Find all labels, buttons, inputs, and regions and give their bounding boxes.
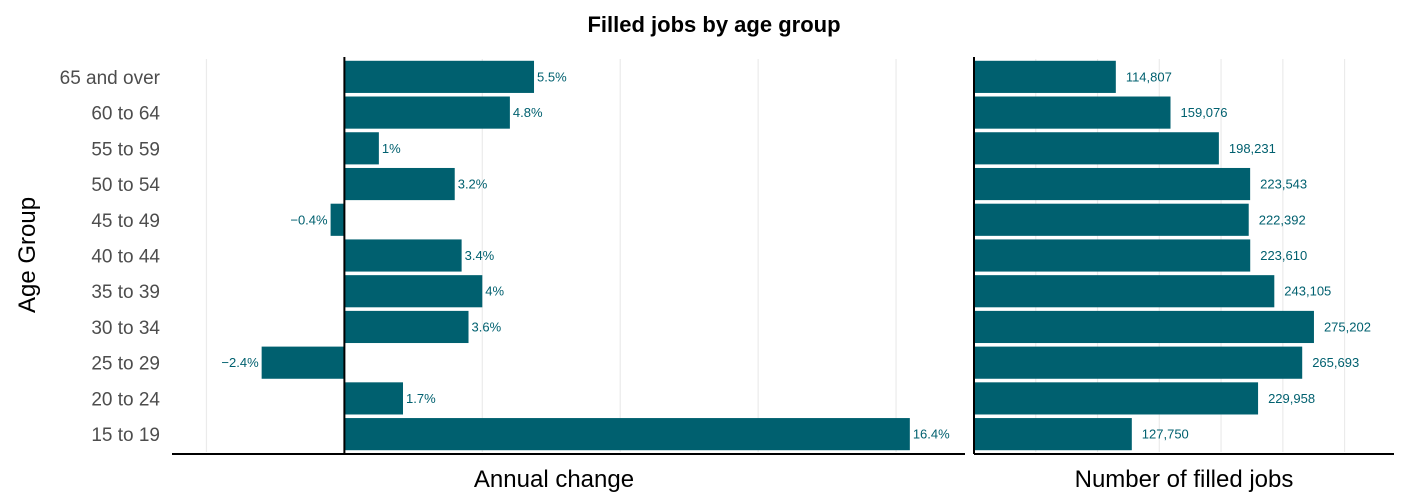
- category-label: 65 and over: [60, 68, 161, 89]
- bar: [330, 203, 345, 236]
- category-label: 45 to 49: [91, 211, 160, 232]
- data-label: 159,076: [1181, 105, 1228, 120]
- data-label: 5.5%: [537, 69, 567, 84]
- bar: [344, 418, 910, 451]
- bar: [344, 96, 510, 129]
- chart-title: Filled jobs by age group: [587, 12, 840, 37]
- annual-change-panel: 16.4% 1.7% −2.4% 3.6% 4% 3.4% −0.4% 3.2% 1% 4.8% 5…: [172, 57, 965, 493]
- bar: [974, 167, 1251, 201]
- data-label: 3.4%: [465, 248, 495, 263]
- bar: [974, 96, 1171, 129]
- data-label: 275,202: [1324, 319, 1371, 334]
- bar: [344, 239, 462, 272]
- bar: [974, 418, 1132, 451]
- annual-change-bars: [261, 60, 910, 451]
- category-label: 50 to 54: [91, 175, 160, 196]
- bar: [344, 310, 469, 344]
- bar: [974, 132, 1219, 165]
- data-label: 1.7%: [406, 391, 436, 406]
- data-label: 16.4%: [913, 427, 950, 442]
- data-label: 223,543: [1260, 177, 1307, 192]
- data-label: 114,807: [1126, 69, 1172, 84]
- filled-jobs-x-axis-label: Number of filled jobs: [1075, 466, 1294, 493]
- category-label: 40 to 44: [91, 247, 160, 268]
- category-label: 20 to 24: [91, 389, 160, 410]
- data-label: 243,105: [1284, 284, 1331, 299]
- data-label: −2.4%: [221, 355, 259, 370]
- category-label: 15 to 19: [91, 425, 160, 446]
- bar: [344, 132, 379, 165]
- data-label: −0.4%: [290, 212, 328, 227]
- bar: [974, 310, 1314, 344]
- bar: [974, 275, 1275, 308]
- annual-change-data-labels: 16.4% 1.7% −2.4% 3.6% 4% 3.4% −0.4% 3.2% 1% 4.8% 5…: [221, 69, 950, 441]
- bar: [974, 60, 1116, 93]
- data-label: 127,750: [1142, 427, 1189, 442]
- bar: [261, 346, 345, 379]
- bar: [344, 382, 404, 415]
- data-label: 3.2%: [458, 177, 488, 192]
- age-group-tick-labels: 15 to 19 20 to 24 25 to 29 30 to 34 35 to 39…: [60, 68, 161, 446]
- bar: [974, 203, 1249, 236]
- filled-jobs-data-labels: 127,750 229,958 265,693 275,202 243,105 223,6…: [1126, 69, 1371, 441]
- filled-jobs-bars: [974, 60, 1314, 451]
- bar: [344, 60, 535, 93]
- filled-jobs-panel: 127,750 229,958 265,693 275,202 243,105 223,6…: [973, 57, 1394, 493]
- bar: [974, 239, 1251, 272]
- data-label: 1%: [382, 141, 401, 156]
- data-label: 4%: [485, 284, 504, 299]
- data-label: 4.8%: [513, 105, 543, 120]
- data-label: 265,693: [1312, 355, 1359, 370]
- category-label: 35 to 39: [91, 282, 160, 303]
- category-label: 25 to 29: [91, 354, 160, 375]
- bar: [974, 346, 1303, 379]
- y-axis-label: Age Group: [14, 197, 41, 313]
- annual-change-gridlines: [205, 59, 897, 452]
- bar: [344, 275, 483, 308]
- annual-change-x-axis-label: Annual change: [474, 466, 634, 493]
- data-label: 223,610: [1260, 248, 1307, 263]
- bar: [344, 167, 455, 201]
- data-label: 198,231: [1229, 141, 1276, 156]
- data-label: 3.6%: [472, 319, 502, 334]
- category-label: 60 to 64: [91, 104, 160, 125]
- category-label: 30 to 34: [91, 318, 160, 339]
- data-label: 222,392: [1259, 212, 1306, 227]
- data-label: 229,958: [1268, 391, 1315, 406]
- bar: [974, 382, 1259, 415]
- category-label: 55 to 59: [91, 139, 160, 160]
